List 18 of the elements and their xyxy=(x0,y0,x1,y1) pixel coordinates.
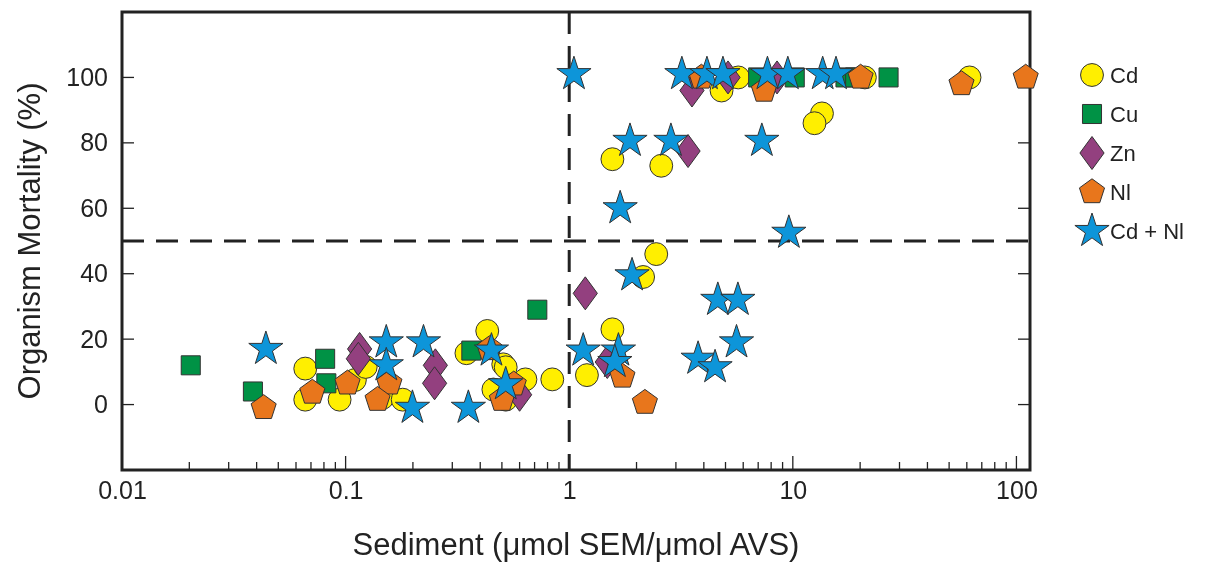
y-tick-label: 80 xyxy=(80,128,108,157)
x-tick-label: 1 xyxy=(562,476,577,505)
x-tick-label: 0.1 xyxy=(328,476,364,505)
y-axis-title: Organism Mortality (%) xyxy=(12,82,47,400)
y-tick-label: 0 xyxy=(94,390,108,419)
y-tick-label: 60 xyxy=(80,193,108,222)
legend-label: Cu xyxy=(1110,101,1139,127)
legend-label: Nl xyxy=(1110,179,1131,205)
legend-label: Cd + Nl xyxy=(1110,218,1184,244)
y-tick-label: 40 xyxy=(80,259,108,288)
y-tick-label: 20 xyxy=(80,324,108,353)
x-axis-title: Sediment (μmol SEM/μmol AVS) xyxy=(352,527,800,562)
x-tick-label: 10 xyxy=(779,476,808,505)
legend-label: Cd xyxy=(1110,62,1139,88)
x-tick-label: 0.01 xyxy=(98,476,147,505)
y-tick-label: 100 xyxy=(66,62,108,91)
x-tick-label: 100 xyxy=(996,476,1038,505)
legend-label: Zn xyxy=(1110,140,1136,166)
